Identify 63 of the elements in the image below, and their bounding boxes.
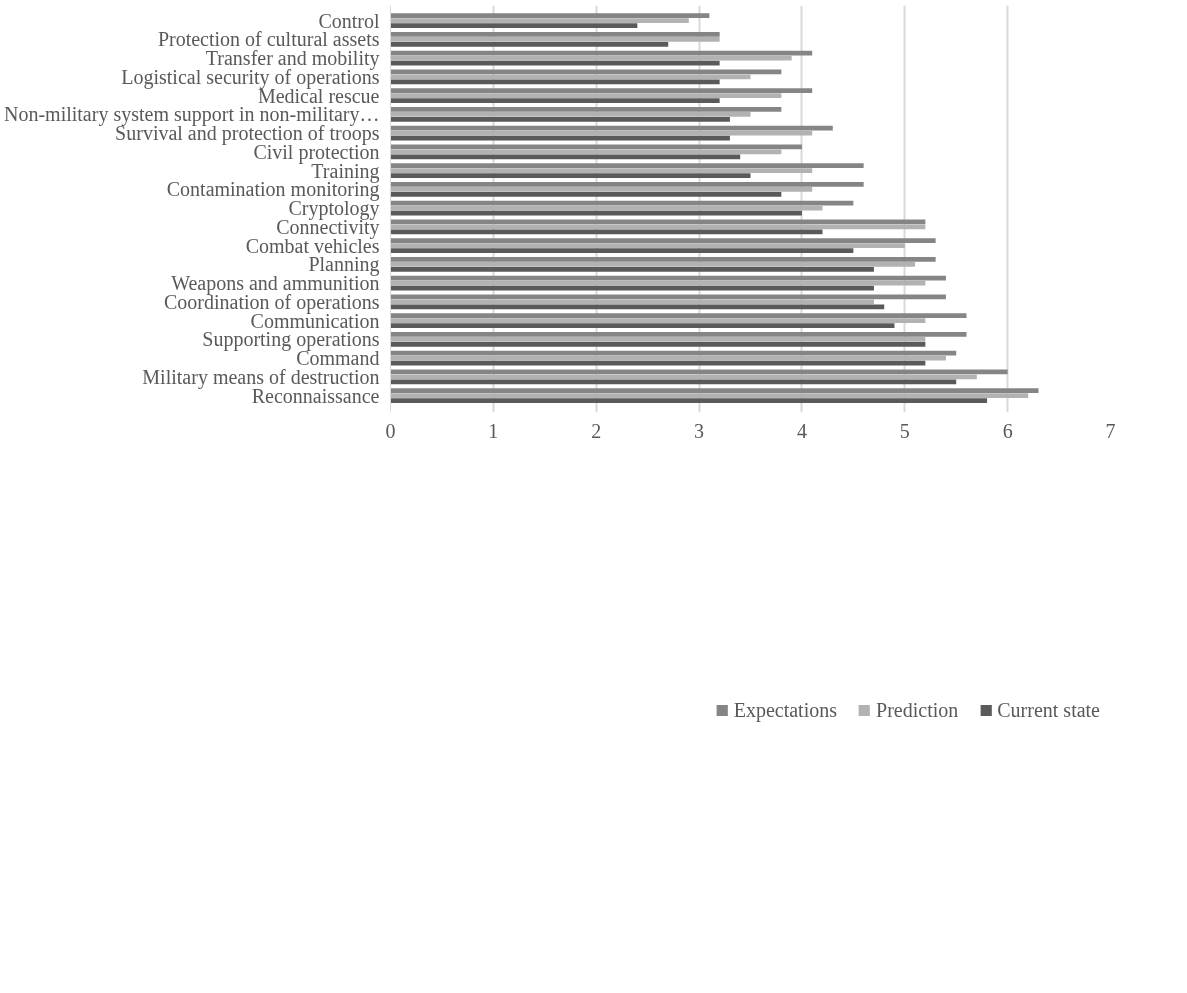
- bar: [390, 318, 926, 323]
- bar: [390, 98, 720, 103]
- bar: [390, 18, 689, 23]
- bar: [390, 256, 936, 262]
- bar: [390, 369, 1008, 375]
- bar: [390, 229, 823, 235]
- bar: [390, 36, 720, 42]
- bar: [390, 341, 926, 347]
- bar: [390, 388, 1039, 393]
- bar: [390, 74, 751, 80]
- bar: [390, 323, 895, 328]
- legend-label: Prediction: [876, 698, 959, 722]
- bar: [390, 261, 916, 267]
- y-tick-label: Non-military system support in non-military…: [3, 103, 380, 127]
- bar: [390, 149, 782, 155]
- x-tick-label: 0: [385, 419, 396, 442]
- bar: [390, 379, 957, 385]
- bar: [390, 219, 926, 225]
- bar: [390, 336, 926, 342]
- bar: [390, 173, 751, 178]
- bar: [390, 13, 710, 18]
- bar: [390, 23, 638, 28]
- legend-label: Expectations: [733, 698, 838, 722]
- bar: [390, 374, 977, 380]
- bar: [390, 266, 874, 272]
- bar: [390, 154, 741, 160]
- bar: [390, 393, 1029, 398]
- x-tick-label: 2: [591, 419, 602, 442]
- bar: [390, 186, 813, 192]
- legend-label: Current state: [997, 698, 1100, 722]
- bar: [390, 304, 885, 310]
- x-tick-label: 5: [899, 419, 910, 442]
- bar: [390, 313, 967, 318]
- bar: [390, 191, 782, 197]
- bar: [390, 79, 720, 85]
- bar: [390, 111, 751, 117]
- y-tick-label: Planning: [308, 253, 380, 277]
- bar: [390, 31, 720, 37]
- bar: [390, 181, 864, 187]
- x-tick-label: 1: [488, 419, 499, 442]
- bar: [390, 299, 874, 305]
- x-tick-label: 4: [796, 419, 807, 442]
- bar: [390, 163, 864, 168]
- x-tick-label: 7: [1105, 419, 1116, 442]
- y-tick-label: Training: [311, 159, 380, 183]
- bar: [390, 168, 813, 173]
- bar: [390, 398, 988, 403]
- bar: [390, 224, 926, 230]
- x-tick-label: 3: [694, 419, 705, 442]
- bar: [390, 238, 936, 243]
- bar: [390, 93, 782, 98]
- bar: [390, 69, 782, 75]
- bar: [390, 294, 946, 300]
- y-tick-label: Supporting operations: [202, 328, 380, 352]
- bar: [390, 116, 730, 122]
- bar: [390, 144, 802, 150]
- bar: [390, 243, 905, 248]
- bar: [390, 248, 854, 253]
- bar: [390, 106, 782, 112]
- bar: [390, 41, 669, 47]
- bar: [390, 331, 967, 337]
- bar: [390, 88, 813, 93]
- x-tick-label: 6: [1002, 419, 1013, 442]
